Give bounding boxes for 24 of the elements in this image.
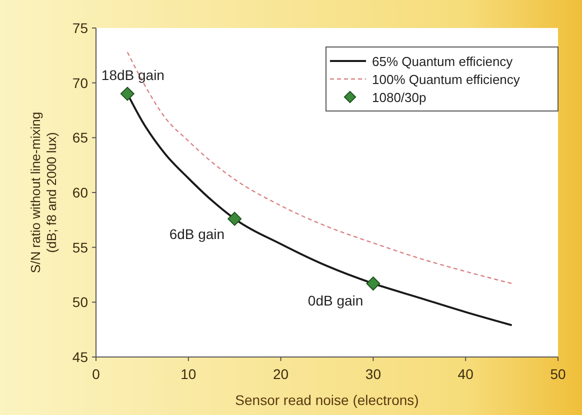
annotation: 18dB gain [101,66,164,83]
y-tick-label: 45 [72,349,88,365]
x-tick-label: 0 [92,366,100,382]
x-tick-label: 40 [458,366,474,382]
y-tick-label: 75 [72,20,88,36]
y-axis-title: S/N ratio without line-mixing (dB; f8 and 2000 lux) [28,112,59,274]
annotation: 0dB gain [308,292,364,309]
x-axis-title: Sensor read noise (electrons) [235,392,419,408]
x-tick-label: 20 [273,366,289,382]
legend-label: 65% Quantum efficiency [372,54,514,69]
x-tick-label: 30 [365,366,382,382]
y-tick-label: 50 [72,294,88,310]
x-tick-label: 50 [550,366,566,382]
legend-label: 1080/30p [372,90,426,105]
point [228,212,242,226]
legend-label: 100% Quantum efficiency [372,72,520,87]
point [120,86,134,101]
point [366,276,380,291]
y-tick-label: 65 [72,130,88,146]
y-tick-label: 60 [72,184,88,200]
x-tick-label: 10 [180,366,196,382]
annotation: 6dB gain [169,226,225,242]
y-tick-label: 55 [72,239,88,256]
y-tick-label: 70 [72,74,88,91]
